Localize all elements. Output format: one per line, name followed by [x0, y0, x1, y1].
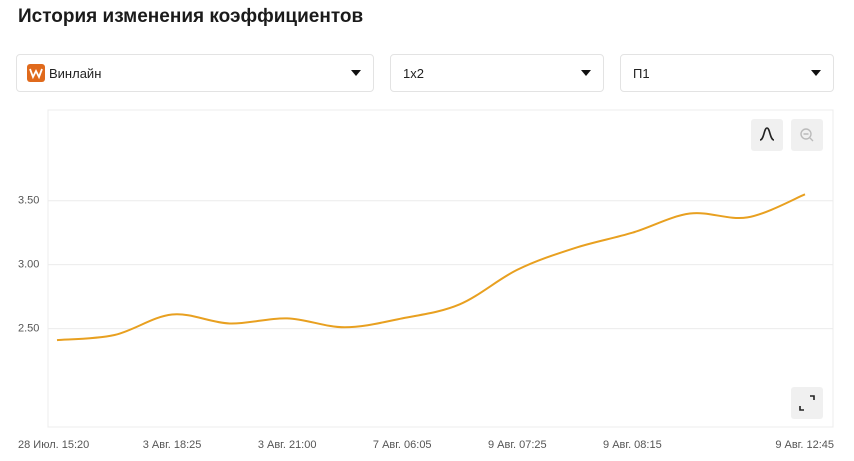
curve-button[interactable]	[751, 119, 783, 151]
y-tick-label: 3.00	[18, 259, 39, 271]
bookmaker-select[interactable]: Винлайн	[16, 54, 374, 92]
fullscreen-button[interactable]	[791, 387, 823, 419]
odds-line	[56, 193, 806, 342]
x-tick-label: 9 Авг. 08:15	[603, 439, 662, 451]
outcome-select[interactable]: П1	[620, 54, 834, 92]
select-text: П1	[633, 65, 650, 81]
bookmaker-logo	[27, 64, 45, 82]
page-title: История изменения коэффициентов	[18, 6, 364, 27]
dropdown-arrow	[811, 70, 821, 76]
plot-frame	[47, 109, 834, 428]
select-text: 1x2	[403, 65, 424, 81]
x-tick-label: 3 Авг. 18:25	[143, 439, 202, 451]
dropdown-arrow	[581, 70, 591, 76]
x-tick-label: 3 Авг. 21:00	[258, 439, 317, 451]
market-select[interactable]: 1x2	[390, 54, 604, 92]
x-tick-label: 28 Июл. 15:20	[18, 439, 89, 451]
y-tick-label: 2.50	[18, 322, 39, 334]
x-tick-label: 9 Авг. 12:45	[775, 439, 834, 451]
x-tick-label: 9 Авг. 07:25	[488, 439, 547, 451]
y-tick-label: 3.50	[18, 195, 39, 207]
zoom-button[interactable]	[791, 119, 823, 151]
x-tick-label: 7 Авг. 06:05	[373, 439, 432, 451]
dropdown-arrow	[351, 70, 361, 76]
select-text: Винлайн	[49, 65, 102, 81]
